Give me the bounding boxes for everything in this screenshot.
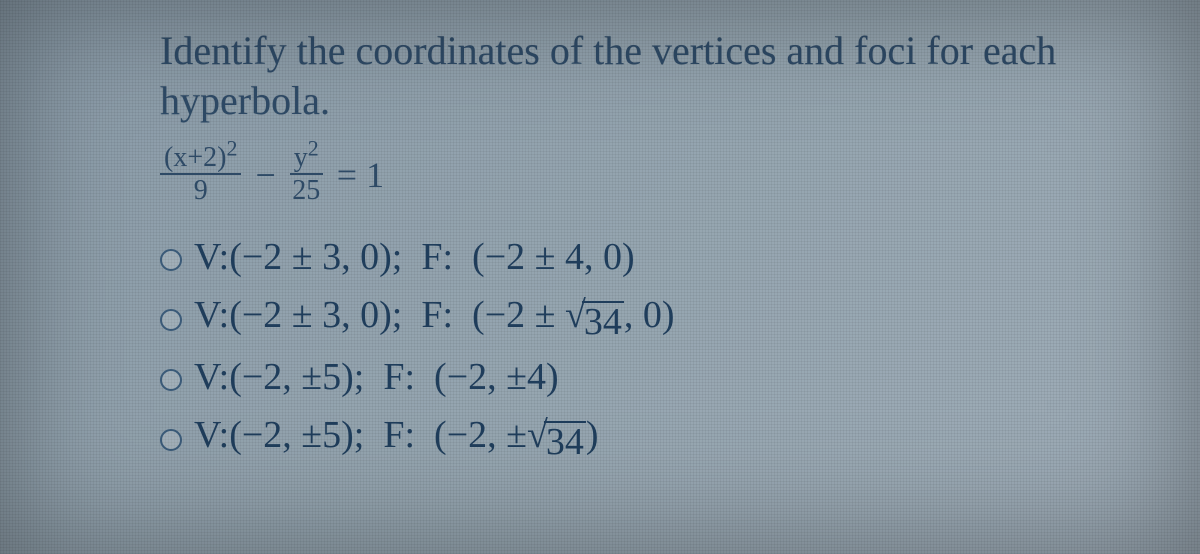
- v-value: (−2 ± 3, 0);: [229, 294, 402, 336]
- v-label: V:: [194, 414, 229, 456]
- v-value: (−2, ±5);: [229, 414, 364, 456]
- f-prefix: (−2, ±: [434, 414, 527, 456]
- prompt-line-2: hyperbola.: [160, 78, 330, 123]
- frac1-exp: 2: [226, 136, 237, 161]
- v-value: (−2 ± 3, 0);: [229, 236, 402, 278]
- radio-icon[interactable]: [160, 429, 182, 451]
- option-d[interactable]: V:(−2, ±5); F: (−2, ±√34): [160, 413, 1200, 461]
- option-c[interactable]: V:(−2, ±5); F: (−2, ±4): [160, 355, 1200, 399]
- f-label: F:: [383, 414, 415, 456]
- option-a[interactable]: V:(−2 ± 3, 0); F: (−2 ± 4, 0): [160, 235, 1200, 279]
- f-suffix: ): [586, 414, 599, 456]
- f-value: (−2, ±4): [434, 356, 559, 398]
- option-b-text: V:(−2 ± 3, 0); F: (−2 ± √34, 0): [194, 293, 675, 341]
- fraction-1-denominator: 9: [194, 175, 208, 205]
- minus-op: −: [255, 154, 275, 196]
- radio-icon[interactable]: [160, 309, 182, 331]
- sqrt-val: 34: [582, 301, 624, 341]
- equals-one: = 1: [337, 154, 384, 196]
- option-d-text: V:(−2, ±5); F: (−2, ±√34): [194, 413, 599, 461]
- question-page: Identify the coordinates of the vertices…: [0, 0, 1200, 461]
- sqrt-34: √34: [527, 416, 586, 461]
- fraction-2-denominator: 25: [292, 175, 320, 205]
- prompt-line-1: Identify the coordinates of the vertices…: [160, 28, 1056, 73]
- fraction-2-numerator: y2: [290, 144, 323, 175]
- sqrt-val: 34: [544, 421, 586, 461]
- frac2-base: y: [294, 142, 308, 173]
- f-label: F:: [421, 294, 453, 336]
- question-prompt: Identify the coordinates of the vertices…: [160, 26, 1120, 126]
- f-label: F:: [421, 236, 453, 278]
- f-label: F:: [383, 356, 415, 398]
- option-b[interactable]: V:(−2 ± 3, 0); F: (−2 ± √34, 0): [160, 293, 1200, 341]
- f-value: (−2 ± 4, 0): [472, 236, 635, 278]
- equation: (x+2)2 9 − y2 25 = 1: [160, 144, 1200, 205]
- v-label: V:: [194, 294, 229, 336]
- f-suffix: , 0): [624, 294, 675, 336]
- radio-icon[interactable]: [160, 369, 182, 391]
- radio-icon[interactable]: [160, 249, 182, 271]
- v-label: V:: [194, 236, 229, 278]
- v-label: V:: [194, 356, 229, 398]
- sqrt-34: √34: [565, 296, 624, 341]
- fraction-2: y2 25: [290, 144, 323, 205]
- option-a-text: V:(−2 ± 3, 0); F: (−2 ± 4, 0): [194, 235, 635, 279]
- f-prefix: (−2 ±: [472, 294, 565, 336]
- option-c-text: V:(−2, ±5); F: (−2, ±4): [194, 355, 559, 399]
- frac2-exp: 2: [308, 136, 319, 161]
- v-value: (−2, ±5);: [229, 356, 364, 398]
- fraction-1-numerator: (x+2)2: [160, 144, 241, 175]
- fraction-1: (x+2)2 9: [160, 144, 241, 205]
- answer-options: V:(−2 ± 3, 0); F: (−2 ± 4, 0) V:(−2 ± 3,…: [160, 235, 1200, 461]
- frac1-base: (x+2): [164, 142, 226, 173]
